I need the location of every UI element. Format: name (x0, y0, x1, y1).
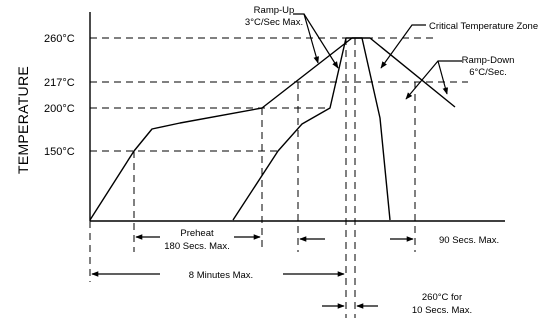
level-lines (90, 37, 468, 152)
profile-line-preheat (89, 37, 456, 221)
tick-label-150: 150°C (44, 146, 75, 158)
ramp-down-label: Ramp-Down (462, 55, 515, 66)
span-peak-hold: 260°C for 10 Secs. Max. (322, 292, 472, 316)
vertical-guides (89, 38, 416, 318)
total-time-label: 8 Minutes Max. (189, 270, 253, 281)
annotation-critical-zone: Critical Temperature Zone (380, 21, 538, 69)
preheat-label: Preheat (180, 228, 214, 239)
annotation-ramp-up: Ramp-Up 3°C/Sec Max. (245, 5, 339, 69)
ramp-down-pointer-2 (437, 60, 449, 95)
tick-label-260: 260°C (44, 33, 75, 45)
critical-zone-label: Critical Temperature Zone (429, 21, 538, 32)
y-axis-title: TEMPERATURE (15, 66, 31, 174)
ramp-up-pointer-2 (303, 13, 339, 69)
axes (89, 12, 505, 222)
annotation-ramp-down: Ramp-Down 6°C/Sec. (405, 55, 515, 100)
preheat-duration: 180 Secs. Max. (164, 241, 229, 252)
span-above-217: 90 Secs. Max. (299, 235, 499, 246)
profile-line-reflow (232, 37, 391, 221)
above-217-duration: 90 Secs. Max. (439, 235, 499, 246)
span-total-time: 8 Minutes Max. (91, 270, 345, 281)
ramp-down-pointer-1 (405, 60, 462, 100)
ramp-up-label: Ramp-Up (254, 5, 295, 16)
ramp-down-rate: 6°C/Sec. (469, 67, 507, 78)
profile-curves (89, 37, 456, 221)
temperature-tick-labels: 260°C 217°C 200°C 150°C (44, 33, 75, 158)
tick-label-200: 200°C (44, 103, 75, 115)
peak-hold-label: 260°C for (422, 292, 462, 303)
span-preheat: Preheat 180 Secs. Max. (135, 228, 261, 252)
critical-zone-pointer (380, 24, 426, 69)
peak-hold-duration: 10 Secs. Max. (412, 305, 472, 316)
tick-label-217: 217°C (44, 77, 75, 89)
ramp-up-rate: 3°C/Sec Max. (245, 17, 303, 28)
